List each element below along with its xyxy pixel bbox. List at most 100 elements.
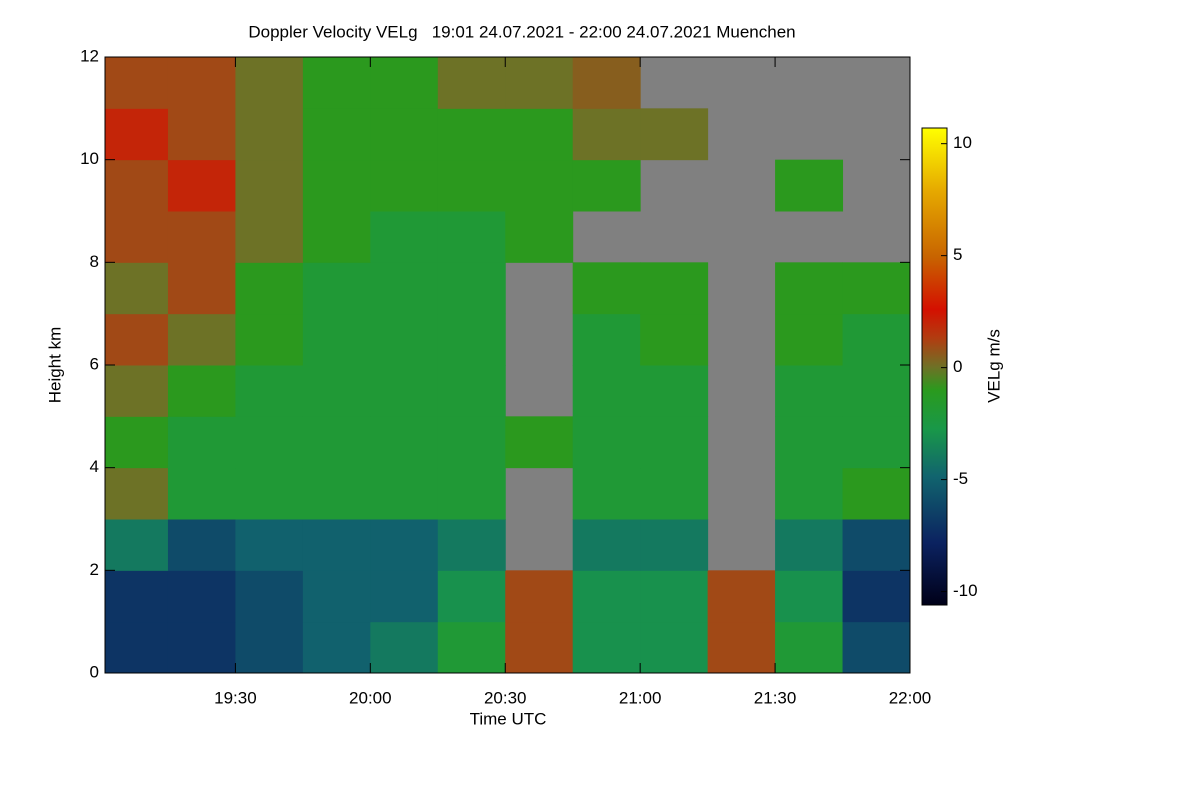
- heatmap-cell: [437, 467, 506, 520]
- heatmap-cell: [437, 570, 506, 623]
- heatmap-cell: [842, 313, 910, 366]
- heatmap-cell: [302, 365, 371, 417]
- heatmap-cell: [437, 159, 506, 212]
- heatmap-cell: [707, 570, 776, 623]
- heatmap-cell: [437, 108, 506, 161]
- heatmap-cell: [105, 621, 169, 673]
- heatmap-cell: [842, 467, 910, 520]
- y-tick-label: 10: [80, 149, 99, 168]
- heatmap-cell: [302, 416, 371, 469]
- heatmap-cell: [842, 621, 910, 673]
- heatmap-cell: [640, 108, 709, 161]
- y-tick-label: 0: [90, 662, 99, 681]
- heatmap-cell: [775, 519, 844, 571]
- y-tick-label: 12: [80, 46, 99, 65]
- heatmap-cell: [235, 365, 304, 417]
- heatmap-cell: [842, 365, 910, 417]
- heatmap-cell: [505, 211, 574, 263]
- heatmap-cell: [235, 416, 304, 469]
- heatmap-cell: [572, 108, 641, 161]
- colorbar-tick-label: -10: [953, 581, 978, 600]
- heatmap-cell: [105, 211, 169, 263]
- x-tick-label: 22:00: [889, 688, 932, 707]
- heatmap-cell: [505, 570, 574, 623]
- heatmap-cell: [105, 416, 169, 469]
- heatmap-cell: [640, 570, 709, 623]
- heatmap-cell: [842, 519, 910, 571]
- heatmap-cell: [105, 262, 169, 315]
- x-tick-label: 21:00: [619, 688, 662, 707]
- heatmap-cell: [640, 416, 709, 469]
- heatmap-cell: [775, 621, 844, 673]
- heatmap-cell: [842, 416, 910, 469]
- heatmap-cell: [302, 57, 371, 109]
- heatmap-cell: [302, 108, 371, 161]
- colorbar: [921, 127, 948, 606]
- heatmap-cell: [235, 262, 304, 315]
- colorbar-tick-label: 0: [953, 357, 962, 376]
- heatmap-cell: [437, 519, 506, 571]
- heatmap-cell: [105, 159, 169, 212]
- heatmap-cell: [167, 570, 236, 623]
- heatmap-cell: [437, 416, 506, 469]
- heatmap-cell: [235, 570, 304, 623]
- heatmap-cell: [302, 211, 371, 263]
- heatmap-cell: [707, 621, 776, 673]
- heatmap-cell: [437, 211, 506, 263]
- heatmap-cell: [370, 159, 439, 212]
- heatmap-cell: [572, 467, 641, 520]
- y-tick-label: 4: [90, 457, 99, 476]
- heatmap-cell: [437, 262, 506, 315]
- heatmap-cell: [370, 211, 439, 263]
- heatmap-cell: [572, 365, 641, 417]
- heatmap-cell: [235, 519, 304, 571]
- heatmap-cell: [505, 57, 574, 109]
- x-tick-label: 20:00: [349, 688, 392, 707]
- heatmap-cell: [167, 211, 236, 263]
- heatmap-cell: [235, 57, 304, 109]
- heatmap-cell: [775, 467, 844, 520]
- x-tick-label: 20:30: [484, 688, 527, 707]
- heatmap-cell: [302, 570, 371, 623]
- heatmap-cell: [302, 519, 371, 571]
- heatmap-cell: [105, 313, 169, 366]
- heatmap-cell: [640, 365, 709, 417]
- heatmap-cell: [775, 416, 844, 469]
- heatmap-cell: [370, 467, 439, 520]
- heatmap-cell: [167, 57, 236, 109]
- heatmap-cell: [775, 313, 844, 366]
- heatmap-cell: [167, 467, 236, 520]
- y-tick-label: 2: [90, 560, 99, 579]
- y-tick-label: 8: [90, 252, 99, 271]
- heatmap-cell: [572, 621, 641, 673]
- heatmap-cell: [370, 621, 439, 673]
- heatmap-cell: [235, 211, 304, 263]
- heatmap-cell: [235, 621, 304, 673]
- heatmap-cell: [105, 467, 169, 520]
- heatmap-cell: [302, 159, 371, 212]
- heatmap-cell: [437, 313, 506, 366]
- heatmap-cell: [640, 519, 709, 571]
- heatmap-cell: [167, 519, 236, 571]
- heatmap-cell: [505, 416, 574, 469]
- heatmap-cell: [105, 108, 169, 161]
- heatmap-cell: [167, 262, 236, 315]
- heatmap-cell: [572, 262, 641, 315]
- heatmap-cell: [437, 365, 506, 417]
- y-tick-label: 6: [90, 354, 99, 373]
- heatmap-cell: [572, 570, 641, 623]
- heatmap-cell: [775, 570, 844, 623]
- heatmap-cell: [842, 262, 910, 315]
- x-axis-label: Time UTC: [470, 709, 547, 728]
- colorbar-tick-label: 5: [953, 245, 962, 264]
- heatmap-cell: [640, 313, 709, 366]
- heatmap-cell: [572, 57, 641, 109]
- heatmap-cell: [105, 519, 169, 571]
- heatmap-cell: [370, 570, 439, 623]
- heatmap-cell: [167, 313, 236, 366]
- heatmap-cell: [505, 108, 574, 161]
- heatmap-cell: [370, 519, 439, 571]
- heatmap-cell: [167, 159, 236, 212]
